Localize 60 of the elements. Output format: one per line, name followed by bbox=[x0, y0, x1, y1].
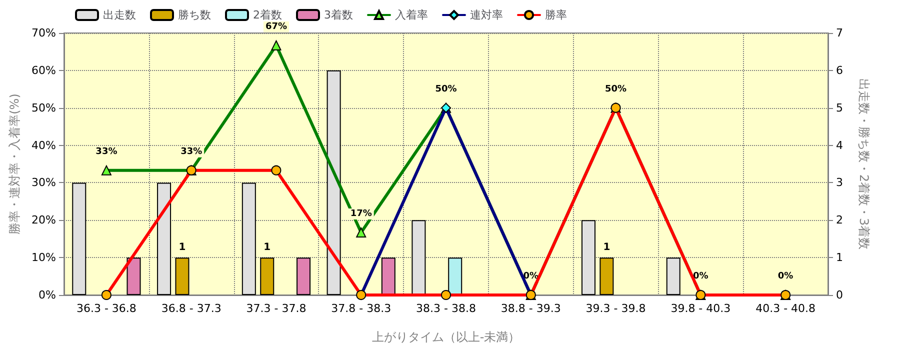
data-label: 33% bbox=[96, 146, 118, 157]
legend-label: 3着数 bbox=[324, 8, 353, 22]
y2-tick-label: 2 bbox=[836, 214, 843, 227]
y-tick-label: 50% bbox=[32, 101, 56, 114]
y2-tick-label: 3 bbox=[836, 176, 843, 190]
x-tick-label: 36.8 - 37.3 bbox=[161, 302, 222, 315]
y2-axis-title: 出走数・勝ち数・2着数・3着数 bbox=[857, 78, 871, 250]
bar bbox=[157, 182, 172, 295]
legend-label: 勝率 bbox=[544, 8, 567, 22]
y2-tick-label: 5 bbox=[836, 101, 843, 114]
y-tick-label: 70% bbox=[32, 26, 56, 40]
y2-tick-label: 1 bbox=[836, 251, 843, 264]
bar bbox=[260, 258, 274, 295]
y-tick-label: 0% bbox=[38, 288, 56, 302]
legend-label: 勝ち数 bbox=[178, 8, 211, 22]
bar bbox=[381, 258, 396, 295]
x-tick-label: 39.3 - 39.8 bbox=[586, 302, 646, 315]
bar bbox=[600, 258, 614, 295]
data-label: 1 bbox=[178, 242, 186, 254]
legend-label: 連対率 bbox=[470, 8, 503, 22]
y-tick-label: 30% bbox=[32, 176, 56, 190]
data-label: 0% bbox=[523, 272, 539, 282]
x-tick-label: 40.3 - 40.8 bbox=[756, 302, 816, 315]
bar bbox=[175, 258, 190, 295]
y2-tick-label: 4 bbox=[836, 138, 843, 152]
data-label: 50% bbox=[605, 84, 627, 94]
data-label: 67% bbox=[265, 22, 287, 32]
data-label: 1 bbox=[603, 242, 610, 254]
bar bbox=[72, 182, 86, 295]
x-tick-label: 38.8 - 39.3 bbox=[500, 302, 561, 315]
x-axis-title: 上がりタイム（以上-未満） bbox=[372, 330, 520, 344]
x-tick-label: 39.8 - 40.3 bbox=[670, 302, 731, 315]
bar bbox=[666, 258, 680, 295]
y-tick-label: 20% bbox=[32, 214, 56, 227]
y-tick-label: 10% bbox=[32, 251, 56, 264]
legend-label: 出走数 bbox=[103, 8, 136, 22]
y2-tick-label: 0 bbox=[836, 288, 843, 302]
y-tick-label: 40% bbox=[32, 138, 56, 152]
y2-tick-label: 7 bbox=[836, 26, 843, 40]
bar bbox=[412, 220, 426, 295]
bar bbox=[326, 70, 341, 295]
data-label: 17% bbox=[350, 208, 372, 219]
bar bbox=[126, 258, 141, 295]
y-tick-label: 60% bbox=[32, 64, 56, 77]
data-label: 0% bbox=[778, 272, 794, 282]
legend-label: 2着数 bbox=[253, 8, 282, 22]
bar bbox=[296, 258, 311, 295]
x-tick-label: 36.3 - 36.8 bbox=[76, 302, 136, 315]
x-tick-label: 38.3 - 38.8 bbox=[416, 302, 476, 315]
bar bbox=[242, 182, 256, 295]
data-label: 50% bbox=[435, 84, 457, 94]
y-axis-title: 勝率・連対率・入着率(%) bbox=[8, 94, 22, 234]
bar bbox=[581, 220, 596, 295]
x-tick-label: 37.3 - 37.8 bbox=[246, 302, 306, 315]
data-label: 1 bbox=[264, 242, 271, 254]
legend-label: 入着率 bbox=[394, 8, 428, 22]
data-label: 0% bbox=[693, 272, 708, 282]
y2-tick-label: 6 bbox=[836, 64, 843, 77]
x-tick-label: 37.8 - 38.3 bbox=[331, 302, 392, 315]
data-label: 33% bbox=[180, 146, 202, 157]
